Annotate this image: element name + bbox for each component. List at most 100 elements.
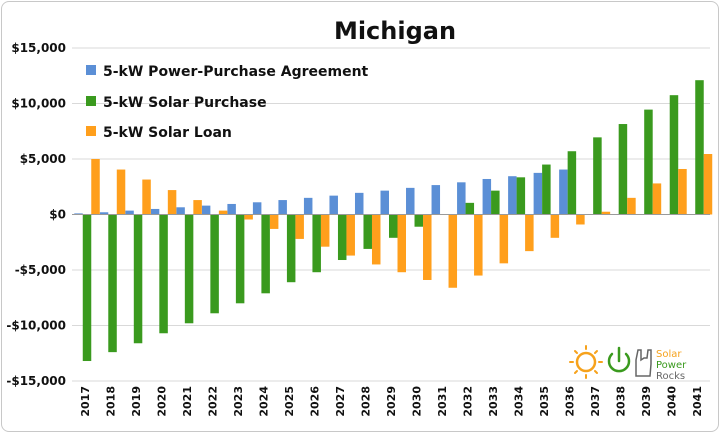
x-tick-label: 2022 xyxy=(206,386,219,417)
bar-series2-2026 xyxy=(320,214,330,247)
bar-series1-2037 xyxy=(593,137,602,215)
bar-series2-2023 xyxy=(244,214,253,220)
bar-series2-2021 xyxy=(193,200,202,215)
bar-series2-2036 xyxy=(576,214,585,225)
bar-series2-2033 xyxy=(499,214,509,264)
bar-series0-2023 xyxy=(227,203,236,215)
bar-series0-2035 xyxy=(533,172,543,215)
bar-series0-2028 xyxy=(354,192,364,215)
bar-series2-2027 xyxy=(346,214,355,256)
y-tick-label: $10,000 xyxy=(11,97,66,111)
x-tick-label: 2026 xyxy=(308,386,321,417)
bar-series1-2039 xyxy=(644,109,653,215)
bar-series1-2017 xyxy=(82,214,92,362)
sun-icon xyxy=(569,345,603,379)
x-tick-label: 2028 xyxy=(359,386,372,417)
x-tick-label: 2027 xyxy=(334,386,347,417)
x-tick-label: 2018 xyxy=(104,386,117,417)
bar-series0-2024 xyxy=(252,202,262,215)
legend-label-loan: 5-kW Solar Loan xyxy=(103,125,232,141)
bar-series2-2028 xyxy=(371,214,381,265)
bar-series1-2021 xyxy=(184,214,194,324)
x-tick-label: 2020 xyxy=(155,386,168,417)
bars-layer xyxy=(74,80,713,362)
legend-swatch-loan xyxy=(86,126,96,136)
bar-series2-2017 xyxy=(91,159,100,215)
bar-series1-2041 xyxy=(695,80,704,215)
x-tick-label: 2017 xyxy=(79,386,92,417)
x-tick-label: 2025 xyxy=(283,386,296,417)
bar-series2-2029 xyxy=(397,214,406,273)
legend-swatch-purchase xyxy=(86,96,96,106)
bar-series1-2036 xyxy=(567,151,577,215)
bar-series1-2028 xyxy=(363,214,372,249)
legend: 5-kW Power-Purchase Agreement 5-kW Solar… xyxy=(86,64,369,141)
bar-series0-2029 xyxy=(380,190,389,215)
x-tick-label: 2033 xyxy=(487,386,500,417)
bar-series1-2032 xyxy=(465,202,475,215)
bar-series0-2033 xyxy=(482,178,492,215)
logo-text-solar: Solar xyxy=(656,349,682,360)
grid-layer xyxy=(72,47,710,382)
bar-series1-2024 xyxy=(261,214,270,294)
bar-series2-2020 xyxy=(167,190,177,215)
x-axis-ticks: 2017 2018 2019 2020 2021 2022 2023 2024 2025 2026… xyxy=(79,386,704,417)
x-tick-label: 2040 xyxy=(666,386,679,417)
y-tick-label: $0 xyxy=(49,208,66,222)
x-tick-label: 2035 xyxy=(538,386,551,417)
y-axis-ticks: $15,000 $10,000 $5,000 $0 -$5,000 -$10,000 -$1… xyxy=(6,41,66,388)
y-tick-label: -$15,000 xyxy=(6,374,66,388)
x-tick-label: 2036 xyxy=(564,386,577,417)
chart-title: Michigan xyxy=(334,17,456,45)
x-tick-label: 2019 xyxy=(130,386,143,417)
bar-series2-2030 xyxy=(423,214,432,280)
legend-label-purchase: 5-kW Solar Purchase xyxy=(103,95,267,111)
bar-series2-2025 xyxy=(295,214,304,239)
logo-text-rocks: Rocks xyxy=(656,371,685,382)
bar-series1-2023 xyxy=(235,214,245,304)
bar-series1-2018 xyxy=(108,214,117,353)
bar-series1-2029 xyxy=(389,214,398,238)
bar-series1-2027 xyxy=(337,214,347,261)
bar-series0-2018 xyxy=(99,212,109,215)
bar-series2-2031 xyxy=(448,214,458,288)
legend-swatch-ppa xyxy=(86,65,96,75)
x-tick-label: 2021 xyxy=(181,386,194,417)
logo-text-power: Power xyxy=(656,360,687,371)
bar-series0-2025 xyxy=(278,200,287,215)
x-tick-label: 2031 xyxy=(436,386,449,417)
y-tick-label: $5,000 xyxy=(20,152,66,166)
bar-series2-2022 xyxy=(218,210,228,215)
bar-series2-2037 xyxy=(601,211,611,215)
bar-series1-2026 xyxy=(312,214,321,273)
bar-series1-2019 xyxy=(133,214,143,344)
bar-series2-2024 xyxy=(269,214,279,229)
bar-series2-2038 xyxy=(627,197,636,215)
bar-series0-2032 xyxy=(457,182,466,215)
power-icon xyxy=(607,346,631,373)
bar-series0-2020 xyxy=(150,208,160,215)
bar-series2-2040 xyxy=(678,168,687,215)
x-tick-label: 2039 xyxy=(640,386,653,417)
x-tick-label: 2037 xyxy=(589,386,602,417)
bar-series0-2031 xyxy=(431,185,441,215)
bar-series2-2018 xyxy=(116,169,126,215)
bar-series1-2022 xyxy=(210,214,219,314)
bar-series1-2035 xyxy=(542,164,551,215)
rock-hand-icon xyxy=(635,349,652,377)
bar-series2-2019 xyxy=(142,179,151,215)
x-tick-label: 2030 xyxy=(411,386,424,417)
x-tick-label: 2024 xyxy=(257,386,270,417)
bar-series2-2032 xyxy=(474,214,483,276)
bar-series0-2036 xyxy=(559,169,568,215)
x-tick-label: 2023 xyxy=(232,386,245,417)
bar-series0-2019 xyxy=(125,210,134,215)
x-tick-label: 2041 xyxy=(691,386,704,417)
bar-series0-2030 xyxy=(406,187,415,215)
bar-series1-2038 xyxy=(618,124,628,215)
y-tick-label: -$10,000 xyxy=(6,319,66,333)
bar-series0-2017 xyxy=(74,213,83,215)
bar-series0-2021 xyxy=(176,207,185,215)
